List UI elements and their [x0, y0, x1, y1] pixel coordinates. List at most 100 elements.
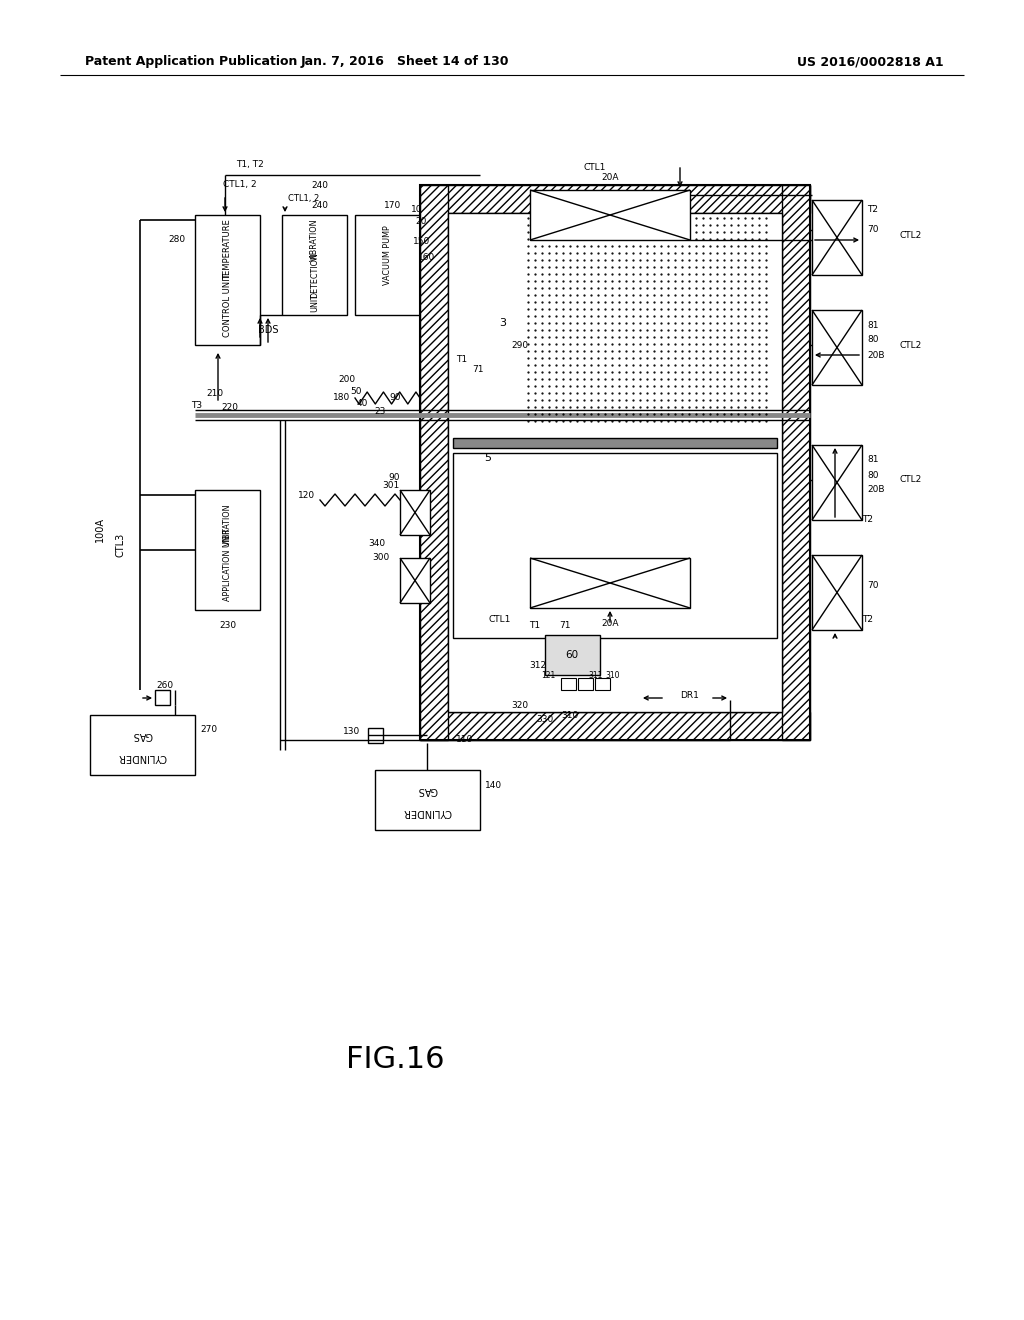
Text: 130: 130 [343, 727, 360, 737]
Text: 50: 50 [350, 388, 362, 396]
Text: T2: T2 [862, 615, 873, 624]
Text: 270: 270 [200, 726, 217, 734]
Bar [812, 554, 862, 630]
Text: 20A: 20A [601, 619, 618, 627]
Text: 20B: 20B [867, 486, 885, 495]
Bar [530, 558, 690, 609]
Text: CTL1, 2: CTL1, 2 [289, 194, 319, 202]
Text: CTL3: CTL3 [115, 533, 125, 557]
Bar [812, 201, 862, 275]
Text: US 2016/0002818 A1: US 2016/0002818 A1 [797, 55, 943, 69]
Text: UNIT: UNIT [310, 293, 319, 313]
Text: 240: 240 [311, 201, 328, 210]
Text: 100A: 100A [95, 517, 105, 543]
Text: 301: 301 [383, 480, 400, 490]
Text: 340: 340 [368, 539, 385, 548]
Bar [812, 445, 862, 520]
Text: TEMPERATURE: TEMPERATURE [223, 219, 232, 280]
Text: 70: 70 [867, 226, 879, 235]
Text: 160: 160 [418, 253, 435, 263]
Text: 81: 81 [867, 321, 879, 330]
Text: DETECTION: DETECTION [310, 252, 319, 298]
Text: 121: 121 [541, 671, 555, 680]
Text: 290: 290 [511, 341, 528, 350]
Text: VIBRATION: VIBRATION [310, 219, 319, 261]
Text: 110: 110 [457, 735, 474, 744]
Text: 71: 71 [559, 620, 570, 630]
Text: 40: 40 [356, 400, 368, 408]
Text: 180: 180 [333, 393, 350, 403]
Bar [195, 490, 260, 610]
Text: 330: 330 [537, 715, 554, 725]
Bar [578, 678, 593, 690]
Text: T1: T1 [457, 355, 468, 364]
Text: CTL2: CTL2 [900, 475, 923, 484]
Text: 90: 90 [389, 393, 400, 403]
Bar [355, 215, 420, 315]
Text: GAS: GAS [418, 785, 437, 795]
Bar [812, 310, 862, 385]
Text: CYLINDER: CYLINDER [118, 752, 167, 762]
Text: 10: 10 [411, 206, 422, 214]
Bar [90, 715, 195, 775]
Bar [375, 770, 480, 830]
Text: 280: 280 [168, 235, 185, 244]
Bar [782, 185, 810, 741]
Text: 200: 200 [338, 375, 355, 384]
Text: 170: 170 [384, 201, 401, 210]
Text: 310: 310 [606, 671, 621, 680]
Text: BDS: BDS [258, 325, 279, 335]
Text: 320: 320 [511, 701, 528, 710]
Text: 71: 71 [472, 366, 483, 375]
Text: T3: T3 [190, 400, 202, 409]
Text: CTL1: CTL1 [488, 615, 511, 624]
Text: 70: 70 [867, 581, 879, 590]
Text: 5: 5 [484, 453, 492, 463]
Bar [400, 558, 430, 603]
Text: CTL2: CTL2 [900, 231, 923, 239]
Text: 20: 20 [416, 218, 427, 227]
Bar [420, 185, 449, 741]
Text: FIG.16: FIG.16 [346, 1045, 444, 1074]
Bar [420, 185, 810, 741]
Text: CTL1: CTL1 [584, 164, 606, 173]
Text: 20A: 20A [601, 173, 618, 182]
Text: 120: 120 [298, 491, 315, 499]
Text: 150: 150 [413, 238, 430, 247]
Text: 311: 311 [589, 671, 603, 680]
Bar [155, 690, 170, 705]
Text: T1, T2: T1, T2 [237, 161, 264, 169]
Text: 300: 300 [373, 553, 390, 562]
Text: 90: 90 [388, 474, 400, 483]
Text: 23: 23 [375, 408, 386, 417]
Text: Patent Application Publication: Patent Application Publication [85, 55, 297, 69]
Bar [453, 438, 777, 447]
Text: T2: T2 [867, 206, 878, 214]
Text: CONTROL UNIT: CONTROL UNIT [223, 273, 232, 337]
Bar [400, 490, 430, 535]
Text: 60: 60 [565, 649, 579, 660]
Text: 310: 310 [561, 710, 579, 719]
Bar [195, 215, 260, 345]
Text: Jan. 7, 2016   Sheet 14 of 130: Jan. 7, 2016 Sheet 14 of 130 [301, 55, 509, 69]
Text: 20B: 20B [867, 351, 885, 359]
Bar [595, 678, 610, 690]
Text: 260: 260 [157, 681, 173, 689]
Text: 80: 80 [867, 335, 879, 345]
Bar [420, 711, 810, 741]
Bar [453, 453, 777, 638]
Bar [530, 190, 690, 240]
Text: CTL2: CTL2 [900, 341, 923, 350]
Text: 81: 81 [867, 455, 879, 465]
Text: 312: 312 [529, 660, 547, 669]
Bar [282, 215, 347, 315]
Text: VIBRATION: VIBRATION [223, 504, 232, 546]
Text: 220: 220 [221, 403, 239, 412]
Text: 80: 80 [867, 470, 879, 479]
Text: T1: T1 [529, 620, 541, 630]
Text: 240: 240 [311, 181, 329, 190]
Text: CTL1, 2: CTL1, 2 [223, 181, 257, 190]
Text: CYLINDER: CYLINDER [403, 807, 452, 817]
Text: GAS: GAS [132, 730, 153, 741]
Text: DR1: DR1 [681, 690, 699, 700]
